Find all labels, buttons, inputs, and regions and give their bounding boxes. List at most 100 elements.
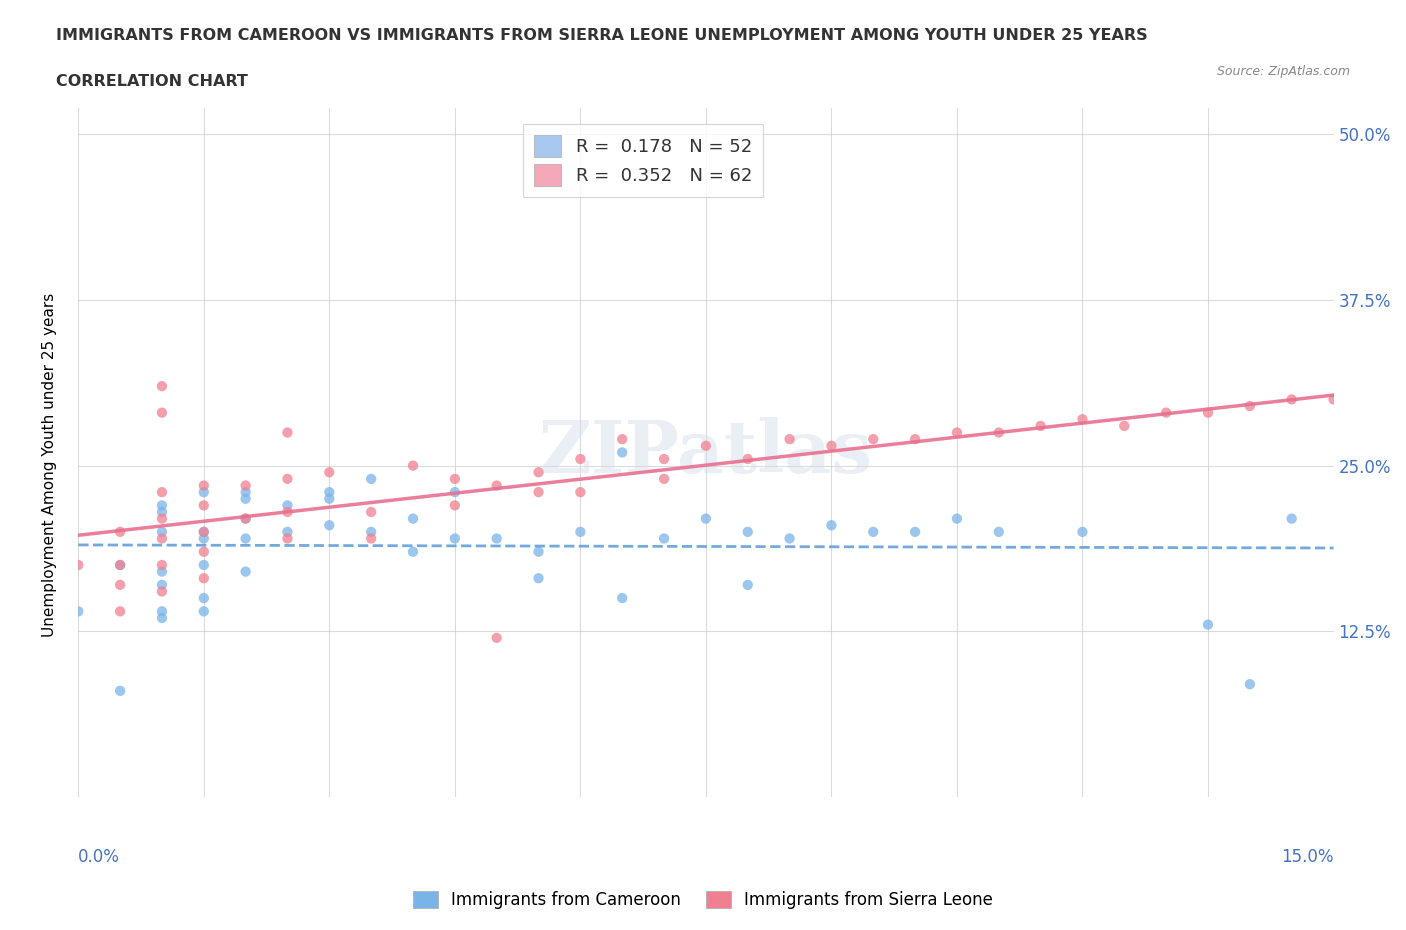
Point bbox=[485, 531, 508, 546]
Point bbox=[150, 578, 173, 592]
Point bbox=[108, 558, 131, 573]
Point bbox=[108, 558, 131, 573]
Point bbox=[904, 525, 927, 539]
Point bbox=[108, 684, 131, 698]
Legend: R =  0.178   N = 52, R =  0.352   N = 62: R = 0.178 N = 52, R = 0.352 N = 62 bbox=[523, 124, 763, 197]
Point bbox=[235, 491, 257, 506]
Point bbox=[820, 438, 842, 453]
Point bbox=[318, 485, 340, 499]
Point bbox=[1029, 418, 1052, 433]
Point bbox=[402, 458, 425, 473]
Text: Unemployment Among Youth under 25 years: Unemployment Among Youth under 25 years bbox=[42, 293, 56, 637]
Point bbox=[569, 525, 592, 539]
Point bbox=[193, 525, 215, 539]
Point bbox=[108, 604, 131, 618]
Point bbox=[150, 498, 173, 512]
Point bbox=[904, 432, 927, 446]
Point bbox=[150, 525, 173, 539]
Point bbox=[444, 485, 467, 499]
Point bbox=[612, 591, 634, 605]
Point bbox=[1239, 399, 1261, 414]
Point bbox=[946, 512, 969, 526]
Point bbox=[276, 531, 298, 546]
Point bbox=[779, 531, 801, 546]
Point bbox=[1322, 392, 1344, 406]
Point bbox=[987, 525, 1010, 539]
Point bbox=[67, 558, 90, 573]
Point bbox=[318, 465, 340, 480]
Point bbox=[193, 544, 215, 559]
Point bbox=[360, 472, 382, 486]
Point bbox=[652, 472, 675, 486]
Point bbox=[276, 425, 298, 440]
Point bbox=[862, 525, 884, 539]
Point bbox=[193, 525, 215, 539]
Point bbox=[527, 571, 550, 586]
Point bbox=[402, 512, 425, 526]
Text: IMMIGRANTS FROM CAMEROON VS IMMIGRANTS FROM SIERRA LEONE UNEMPLOYMENT AMONG YOUT: IMMIGRANTS FROM CAMEROON VS IMMIGRANTS F… bbox=[56, 28, 1147, 43]
Point bbox=[695, 512, 717, 526]
Text: ZIPatlas: ZIPatlas bbox=[538, 417, 873, 488]
Point bbox=[318, 491, 340, 506]
Point bbox=[276, 498, 298, 512]
Point bbox=[1071, 525, 1094, 539]
Text: Source: ZipAtlas.com: Source: ZipAtlas.com bbox=[1216, 65, 1350, 78]
Text: CORRELATION CHART: CORRELATION CHART bbox=[56, 74, 247, 89]
Point bbox=[444, 498, 467, 512]
Point bbox=[737, 578, 759, 592]
Point bbox=[485, 478, 508, 493]
Point bbox=[820, 518, 842, 533]
Point bbox=[150, 512, 173, 526]
Point bbox=[527, 544, 550, 559]
Point bbox=[569, 452, 592, 467]
Point bbox=[612, 432, 634, 446]
Point bbox=[193, 531, 215, 546]
Point bbox=[485, 631, 508, 645]
Point bbox=[1114, 418, 1136, 433]
Point bbox=[67, 604, 90, 618]
Point bbox=[1197, 618, 1219, 632]
Point bbox=[1154, 405, 1177, 420]
Point bbox=[1197, 405, 1219, 420]
Point bbox=[737, 452, 759, 467]
Point bbox=[108, 578, 131, 592]
Point bbox=[150, 604, 173, 618]
Point bbox=[235, 512, 257, 526]
Text: 15.0%: 15.0% bbox=[1281, 848, 1333, 867]
Point bbox=[779, 432, 801, 446]
Point bbox=[612, 445, 634, 459]
Point bbox=[150, 379, 173, 393]
Point bbox=[276, 505, 298, 520]
Point bbox=[1239, 677, 1261, 692]
Point bbox=[527, 485, 550, 499]
Point bbox=[360, 525, 382, 539]
Point bbox=[235, 531, 257, 546]
Point bbox=[737, 525, 759, 539]
Point bbox=[193, 604, 215, 618]
Point bbox=[108, 525, 131, 539]
Point bbox=[150, 610, 173, 625]
Text: 0.0%: 0.0% bbox=[79, 848, 120, 867]
Point bbox=[444, 472, 467, 486]
Point bbox=[360, 505, 382, 520]
Point bbox=[276, 472, 298, 486]
Legend: Immigrants from Cameroon, Immigrants from Sierra Leone: Immigrants from Cameroon, Immigrants fro… bbox=[405, 883, 1001, 917]
Point bbox=[444, 531, 467, 546]
Point bbox=[193, 485, 215, 499]
Point bbox=[527, 465, 550, 480]
Point bbox=[1364, 385, 1386, 400]
Point bbox=[150, 584, 173, 599]
Point bbox=[1071, 412, 1094, 427]
Point bbox=[360, 531, 382, 546]
Point bbox=[193, 558, 215, 573]
Point bbox=[193, 478, 215, 493]
Point bbox=[318, 518, 340, 533]
Point bbox=[150, 565, 173, 579]
Point bbox=[235, 478, 257, 493]
Point bbox=[652, 531, 675, 546]
Point bbox=[695, 438, 717, 453]
Point bbox=[150, 405, 173, 420]
Point bbox=[276, 525, 298, 539]
Point bbox=[862, 432, 884, 446]
Point bbox=[652, 452, 675, 467]
